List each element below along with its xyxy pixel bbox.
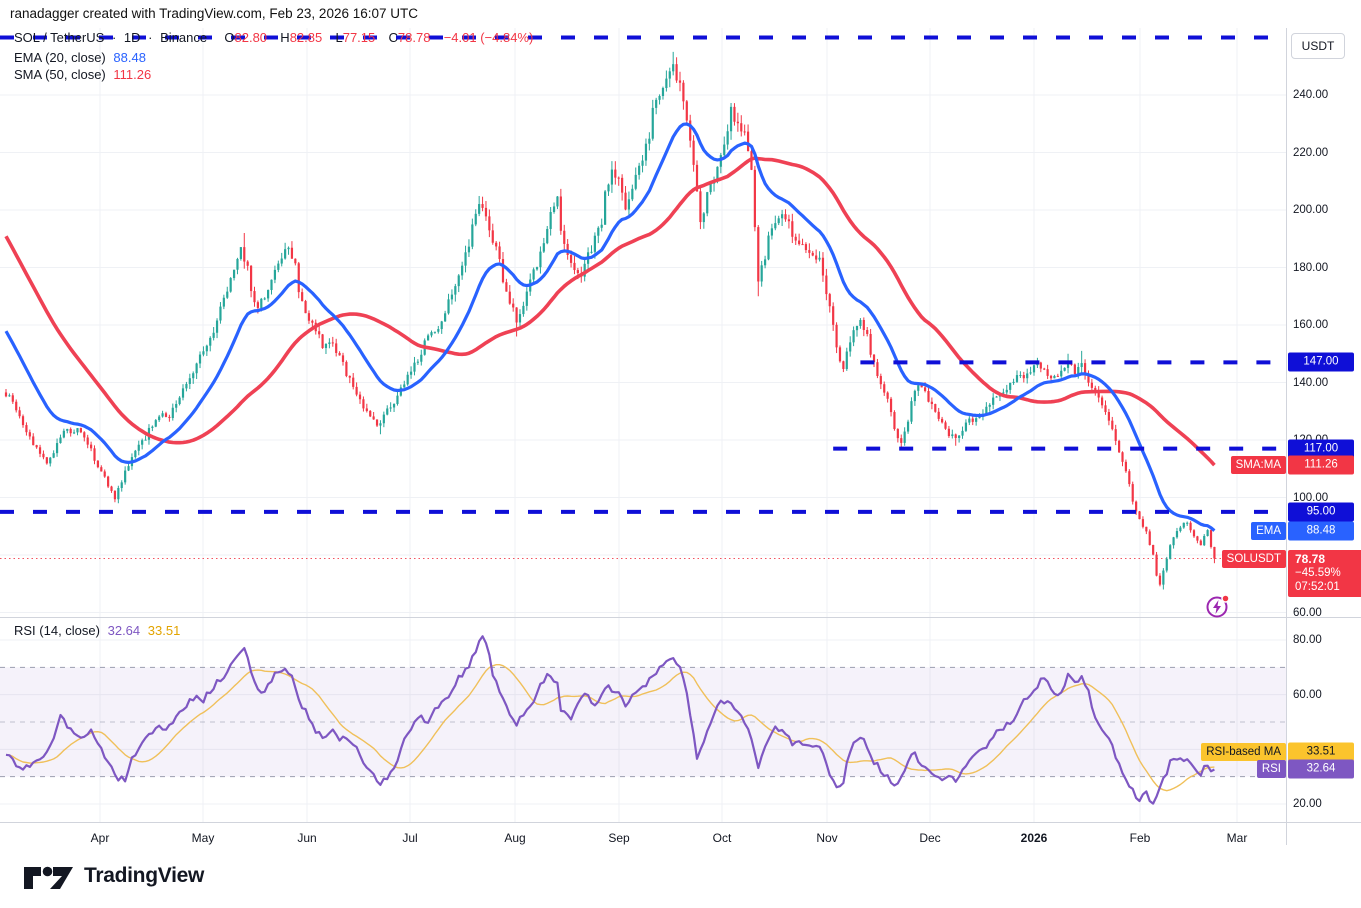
- rsi-axis-value: 32.64: [1288, 759, 1354, 779]
- notification-dot: [1221, 594, 1230, 603]
- price-axis-tick: 140.00: [1293, 376, 1329, 389]
- level-badge-117: 117.00: [1288, 439, 1354, 459]
- boost-circle: [1206, 596, 1228, 618]
- symbol-title: SOL / TetherUS: [14, 30, 105, 45]
- time-axis-tick: Dec: [919, 831, 941, 845]
- ema-value: 88.48: [113, 50, 146, 65]
- currency-toggle-button[interactable]: USDT: [1291, 33, 1345, 59]
- interval-label: 1D: [123, 30, 141, 45]
- time-axis-tick: Sep: [608, 831, 630, 845]
- price-axis-tick: 160.00: [1293, 319, 1329, 331]
- exchange-label: Binance: [160, 30, 208, 45]
- level-badge-147: 147.00: [1288, 352, 1354, 372]
- time-axis-tick: May: [191, 831, 215, 845]
- low-value: 77.15: [342, 30, 376, 45]
- sma-axis-label: SMA:MA: [1230, 456, 1286, 475]
- time-axis-tick: Feb: [1129, 831, 1151, 845]
- ema-axis-value: 88.48: [1288, 521, 1354, 541]
- rsi-axis-tick: 20.00: [1293, 797, 1322, 810]
- price-axis-tick: 100.00: [1293, 491, 1329, 504]
- time-axis-tick: Oct: [712, 831, 732, 845]
- price-axis-tick: 200.00: [1293, 204, 1329, 216]
- rsi-axis-tick: 80.00: [1293, 634, 1322, 646]
- rsi-axis-label: RSI: [1256, 760, 1286, 779]
- last-price-axis-badge: 78.78 −45.59% 07:52:01: [1288, 549, 1361, 597]
- tradingview-logo[interactable]: TradingView: [24, 862, 204, 890]
- time-axis-tick: Aug: [504, 831, 526, 845]
- bar-countdown: 07:52:01: [1295, 580, 1340, 593]
- close-value: 78.78: [397, 30, 431, 45]
- attribution-text: ranadagger created with TradingView.com,…: [10, 6, 418, 21]
- lightning-bolt-icon: [1213, 600, 1221, 614]
- rsi-ma-value: 33.51: [147, 623, 181, 638]
- last-price-value: 78.78: [1295, 551, 1326, 566]
- open-value: 82.80: [234, 30, 268, 45]
- change-value: −4.01 (−4.84%): [443, 30, 534, 45]
- time-axis-tick: Apr: [90, 831, 110, 845]
- high-value: 82.85: [289, 30, 323, 45]
- rsi-axis-tick: 60.00: [1293, 688, 1322, 701]
- change-percent-value: −45.59%: [1295, 566, 1341, 579]
- price-axis-tick: 220.00: [1293, 146, 1329, 159]
- rsi-value: 32.64: [107, 623, 141, 638]
- rsi-ma-axis-value: 33.51: [1288, 742, 1354, 762]
- time-axis-tick: Jun: [297, 831, 317, 845]
- tradingview-logomark-icon: [24, 866, 73, 889]
- boost-icon[interactable]: [1203, 592, 1233, 622]
- ema-legend-row[interactable]: EMA (20, close) 88.48: [14, 50, 146, 65]
- rsi-legend-row[interactable]: RSI (14, close) 32.64 33.51: [14, 623, 181, 638]
- time-axis-tick: Jul: [402, 831, 418, 845]
- time-axis-tick: 2026: [1020, 831, 1048, 845]
- price-axis-tick: 180.00: [1293, 261, 1329, 274]
- ema-axis-label: EMA: [1251, 521, 1286, 540]
- tradingview-logo-text: TradingView: [84, 864, 205, 887]
- time-axis-tick: Nov: [816, 831, 838, 845]
- level-badge-95: 95.00: [1288, 502, 1354, 522]
- symbol-legend-row[interactable]: SOL / TetherUS · 1D · Binance O82.80 H82…: [14, 30, 534, 45]
- symbol-axis-label: SOLUSDT: [1221, 549, 1286, 568]
- price-axis-tick: 240.00: [1293, 89, 1329, 101]
- rsi-ma-axis-label: RSI-based MA: [1201, 743, 1286, 761]
- sma-axis-value: 111.26: [1288, 455, 1354, 475]
- time-axis-tick: Mar: [1226, 831, 1248, 845]
- sma-legend-row[interactable]: SMA (50, close) 111.26: [14, 67, 152, 82]
- price-axis-tick: 60.00: [1293, 606, 1322, 619]
- sma-value: 111.26: [113, 67, 152, 82]
